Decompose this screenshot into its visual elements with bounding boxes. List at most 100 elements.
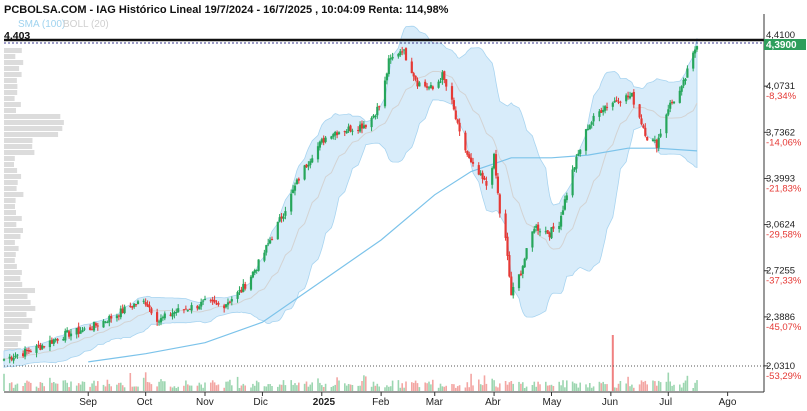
candle-body: [144, 302, 147, 305]
candle-body: [343, 131, 346, 133]
candle-body: [439, 81, 442, 83]
volume-bar: [16, 383, 19, 391]
volume-profile-bar: [4, 252, 16, 257]
x-tick-label: Oct: [137, 397, 153, 408]
volume-bar: [504, 381, 507, 391]
candle-body: [464, 132, 467, 151]
candle-body: [211, 299, 214, 302]
volume-profile-bar: [4, 306, 36, 311]
volume-bar: [667, 372, 670, 391]
candle-body: [48, 340, 51, 348]
y-tick-label: 2,0310: [766, 361, 795, 372]
candle-body: [360, 123, 364, 129]
candle-body: [665, 114, 668, 134]
candle-body: [330, 136, 333, 139]
volume-bar: [411, 382, 413, 391]
candle-body: [171, 313, 174, 317]
volume-bar: [629, 386, 631, 391]
volume-bar: [83, 381, 86, 391]
candle-body: [202, 300, 205, 302]
volume-bar: [135, 386, 137, 391]
volume-bar: [359, 385, 361, 391]
volume-bar: [213, 382, 216, 391]
y-tick-label: 2,7255: [766, 266, 795, 277]
volume-bar: [615, 387, 618, 391]
candle-body: [401, 51, 404, 53]
volume-profile-bar: [4, 132, 59, 137]
candle-body: [305, 164, 308, 168]
volume-bar: [236, 376, 239, 391]
candle-body: [404, 48, 408, 61]
volume-bar: [215, 385, 218, 391]
candle-body: [347, 126, 350, 131]
x-tick-label: Abr: [485, 397, 501, 408]
volume-bar: [523, 388, 526, 391]
legend-boll: BOLL (20): [63, 19, 109, 30]
volume-bar: [684, 380, 687, 391]
candle-body: [131, 306, 134, 308]
volume-bar: [587, 387, 589, 391]
volume-profile-bar: [4, 276, 21, 281]
volume-bar: [106, 379, 109, 391]
volume-bar: [68, 387, 70, 391]
volume-bar: [466, 382, 469, 391]
candle-body: [110, 316, 113, 319]
volume-bar: [472, 385, 474, 391]
x-tick-label: Mar: [426, 397, 444, 408]
candle-body: [324, 137, 327, 142]
candle-body: [452, 100, 455, 110]
volume-bar: [169, 386, 172, 391]
candle-body: [671, 101, 674, 103]
volume-bar: [552, 386, 555, 391]
volume-bar: [137, 386, 139, 391]
volume-bar: [54, 383, 57, 391]
volume-bar: [589, 383, 591, 391]
candle-body: [619, 101, 622, 103]
candle-body: [523, 258, 526, 268]
candle-body: [602, 109, 605, 112]
volume-profile-bar: [4, 60, 24, 65]
candle-body: [471, 161, 475, 164]
candle-body: [196, 306, 199, 309]
candle-body: [236, 292, 239, 299]
volume-bar: [631, 384, 633, 391]
candle-body: [481, 172, 484, 179]
candle-body: [91, 329, 94, 331]
volume-bar: [347, 384, 350, 391]
volume-profile-bar: [4, 108, 16, 113]
candle-body: [682, 79, 685, 86]
candle-body: [337, 132, 341, 135]
candle-body: [265, 245, 268, 253]
volume-bar: [405, 381, 407, 391]
volume-bar: [577, 387, 580, 391]
candle-body: [43, 346, 46, 348]
volume-bar: [277, 386, 279, 391]
volume-profile-bar: [4, 150, 35, 155]
candle-body: [657, 137, 660, 148]
volume-bar: [606, 384, 608, 391]
x-tick-label: 2025: [313, 397, 336, 408]
candle-body: [391, 56, 394, 59]
candle-body: [316, 146, 320, 160]
volume-bar: [374, 385, 377, 391]
volume-bar: [518, 381, 520, 391]
candle-body: [177, 308, 180, 313]
candle-body: [64, 330, 67, 341]
candle-body: [351, 130, 354, 132]
candle-body: [79, 331, 82, 334]
volume-bar: [322, 387, 325, 391]
sma-100-line: [88, 147, 698, 363]
candle-body: [263, 252, 266, 261]
candle-body: [156, 312, 159, 322]
x-tick-label: Jul: [659, 397, 672, 408]
volume-bar: [468, 387, 470, 391]
candle-body: [62, 339, 65, 341]
candle-body: [692, 52, 695, 69]
candle-body: [561, 210, 565, 215]
volume-bar: [196, 385, 199, 391]
volume-bar: [332, 385, 335, 391]
candle-body: [203, 299, 207, 301]
volume-bar: [56, 383, 59, 391]
volume-profile-bar: [4, 54, 16, 59]
volume-bar: [81, 381, 84, 391]
